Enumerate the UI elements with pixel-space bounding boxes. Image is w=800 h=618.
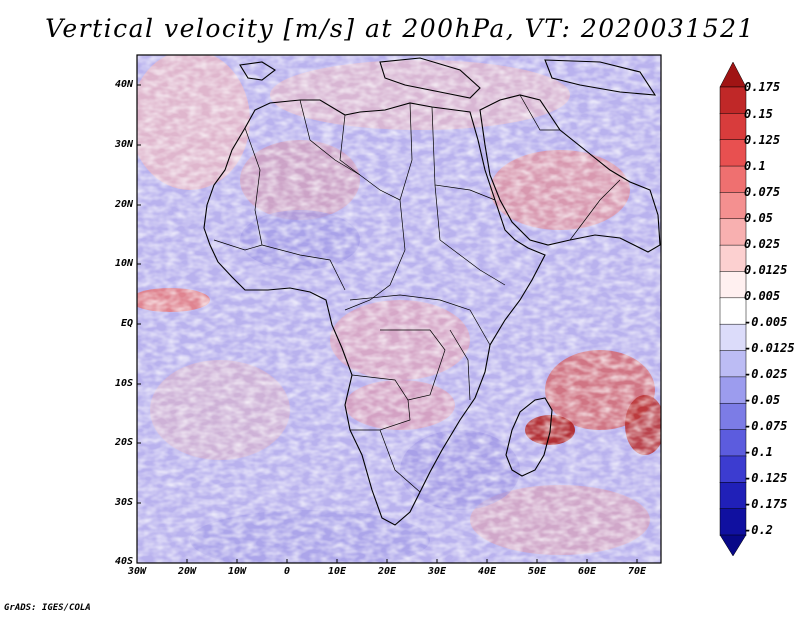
- colorbar-label: 0.175: [744, 80, 781, 94]
- colorbar-swatch: [719, 297, 747, 325]
- colorbar: [719, 61, 747, 557]
- colorbar-swatch: [719, 244, 747, 273]
- colorbar-swatch: [719, 165, 747, 194]
- colorbar-swatch: [719, 218, 747, 246]
- colorbar-swatch: [719, 482, 747, 510]
- colorbar-label: 0.15: [744, 107, 773, 121]
- lon-label-10e: 10E: [327, 566, 347, 577]
- lat-label-10s: 10S: [114, 378, 133, 389]
- lon-label-30w: 30W: [127, 566, 147, 577]
- lat-label-10n: 10N: [114, 258, 133, 269]
- colorbar-label: 0.075: [744, 185, 781, 199]
- colorbar-label: -0.0125: [744, 341, 795, 355]
- plot-title: Vertical velocity [m/s] at 200hPa, VT: 2…: [45, 14, 755, 43]
- colorbar-label: -0.025: [744, 367, 788, 381]
- lon-label-10w: 10W: [227, 566, 247, 577]
- colorbar-swatch: [719, 350, 747, 378]
- lat-label-40n: 40N: [114, 79, 133, 90]
- colorbar-swatch: [719, 508, 747, 536]
- colorbar-swatch: [719, 429, 747, 457]
- colorbar-swatch: [719, 455, 747, 484]
- lon-label-60e: 60E: [577, 566, 597, 577]
- colorbar-label: 0.005: [744, 289, 781, 303]
- colorbar-swatch: [719, 323, 747, 352]
- colorbar-top-arrow: [719, 61, 747, 88]
- lat-label-20n: 20N: [114, 199, 133, 210]
- lat-label-40s: 40S: [114, 556, 133, 567]
- lon-label-50e: 50E: [527, 566, 547, 577]
- colorbar-swatches: [719, 86, 747, 536]
- lon-label-20e: 20E: [377, 566, 397, 577]
- lat-label-30s: 30S: [114, 497, 133, 508]
- colorbar-bottom-arrow: [719, 534, 747, 557]
- lon-label-20w: 20W: [177, 566, 197, 577]
- colorbar-label: -0.2: [744, 523, 773, 537]
- colorbar-label: 0.05: [744, 211, 773, 225]
- velocity-field: [137, 55, 661, 563]
- map-frame: [136, 54, 662, 564]
- colorbar-label: -0.125: [744, 471, 788, 485]
- lon-label-30e: 30E: [427, 566, 447, 577]
- colorbar-label: 0.1: [744, 159, 766, 173]
- colorbar-label: 0.0125: [744, 263, 788, 277]
- colorbar-label: 0.025: [744, 237, 781, 251]
- colorbar-label: -0.05: [744, 393, 781, 407]
- lon-label-0: 0: [283, 566, 291, 577]
- colorbar-swatch: [719, 139, 747, 167]
- grads-credit: GrADS: IGES/COLA: [4, 603, 91, 613]
- colorbar-label: -0.005: [744, 315, 788, 329]
- colorbar-swatch: [719, 192, 747, 220]
- colorbar-swatch: [719, 86, 747, 115]
- lat-label-eq: EQ: [120, 318, 133, 329]
- colorbar-swatch: [719, 271, 747, 299]
- colorbar-swatch: [719, 376, 747, 404]
- colorbar-swatch: [719, 113, 747, 141]
- lat-label-30n: 30N: [114, 139, 133, 150]
- borders: [213, 94, 621, 493]
- lat-label-20s: 20S: [114, 437, 133, 448]
- axis-ticks: [136, 84, 638, 564]
- colorbar-label: -0.075: [744, 419, 788, 433]
- colorbar-label: 0.125: [744, 133, 781, 147]
- lon-label-40e: 40E: [477, 566, 497, 577]
- colorbar-label: -0.1: [744, 445, 773, 459]
- colorbar-label: -0.175: [744, 497, 788, 511]
- colorbar-swatch: [719, 402, 747, 431]
- lon-label-70e: 70E: [627, 566, 647, 577]
